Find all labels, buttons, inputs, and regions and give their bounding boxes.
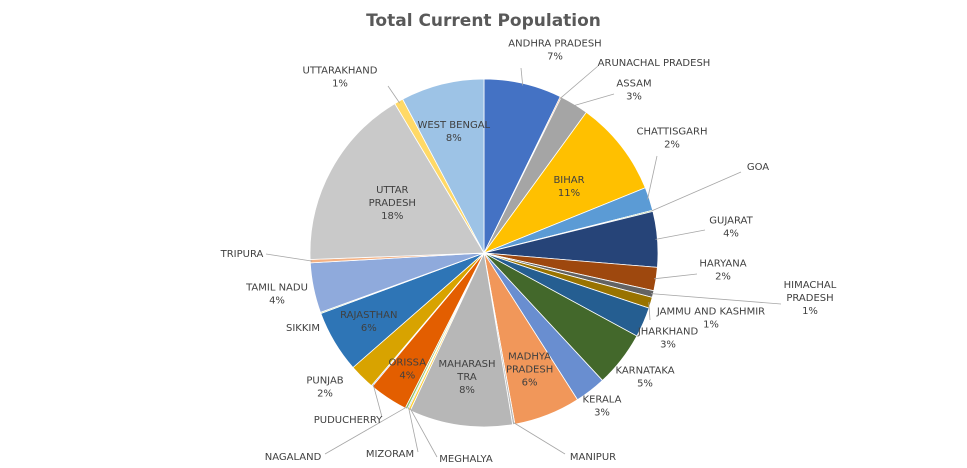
- leader-line-assam: [572, 93, 615, 107]
- slice-label-maharashtra: MAHARASH TRA 8%: [438, 359, 495, 396]
- slice-label-karnataka: KARNATAKA 5%: [615, 366, 674, 390]
- leader-line-haryana: [653, 273, 698, 280]
- slice-label-jammu-and-kashmir: JAMMU AND KASHMIR 1%: [656, 307, 765, 331]
- slice-label-gujarat: GUJARAT 4%: [709, 216, 753, 240]
- slice-label-chattisgarh: CHATTISGARH 2%: [637, 127, 708, 151]
- leader-lines: [265, 65, 782, 458]
- slice-label-jharkhand: JHARKHAND 3%: [637, 327, 699, 351]
- slice-label-tamil-nadu: TAMIL NADU 4%: [245, 283, 308, 307]
- slice-label-puducherry: PUDUCHERRY: [314, 415, 383, 426]
- slice-label-rajasthan: RAJASTHAN 6%: [340, 310, 397, 334]
- slice-label-goa: GOA: [747, 162, 769, 173]
- slice-label-arunachal-pradesh: ARUNACHAL PRADESH: [598, 58, 711, 69]
- slice-label-sikkim: SIKKIM: [286, 323, 320, 334]
- leader-line-himachal-pradesh: [651, 293, 782, 305]
- pie-slices: [309, 78, 659, 428]
- leader-line-mizoram: [408, 407, 419, 453]
- slice-label-andhra-pradesh: ANDHRA PRADESH 7%: [508, 39, 601, 63]
- slice-label-mizoram: MIZORAM: [366, 449, 414, 460]
- leader-line-puducherry: [372, 384, 383, 418]
- slice-label-kerala: KERALA 3%: [583, 395, 622, 419]
- slice-labels: ANDHRA PRADESH 7%ARUNACHAL PRADESH ASSAM 3%…: [220, 39, 837, 466]
- slice-label-himachal-pradesh: HIMACHAL PRADESH 1%: [784, 280, 837, 317]
- slice-label-tripura: TRIPURA: [220, 249, 264, 260]
- leader-line-uttarakhand: [387, 85, 401, 104]
- slice-label-punjab: PUNJAB 2%: [306, 376, 343, 400]
- slice-label-west-bengal: WEST BENGAL 8%: [417, 120, 490, 144]
- slice-bihar: [482, 111, 646, 254]
- slice-label-madhya-pradesh: MADHYA PRADESH 6%: [506, 352, 553, 389]
- slice-uttar-pradesh: [309, 103, 485, 260]
- leader-line-meghalya: [409, 408, 438, 458]
- slice-label-bihar: BIHAR 11%: [553, 175, 584, 199]
- slice-label-uttar-pradesh: UTTAR PRADESH 18%: [369, 185, 416, 222]
- slice-maharashtra: [409, 251, 514, 428]
- leader-line-chattisgarh: [647, 155, 658, 200]
- slice-label-uttarakhand: UTTARAKHAND 1%: [303, 66, 378, 90]
- slice-label-meghalya: MEGHALYA: [439, 454, 493, 465]
- slice-west-bengal: [402, 78, 485, 254]
- leader-line-goa: [650, 171, 742, 212]
- slice-label-orissa: ORISSA 4%: [389, 358, 427, 382]
- slice-label-manipur: MANIPUR: [570, 452, 616, 463]
- leader-line-arunachal-pradesh: [559, 65, 599, 100]
- leader-line-tripura: [265, 253, 313, 262]
- slice-label-nagaland: NAGALAND: [265, 452, 322, 463]
- chart-title: Total Current Population: [366, 11, 601, 31]
- leader-line-gujarat: [655, 229, 706, 240]
- leader-line-andhra-pradesh: [520, 67, 524, 86]
- slice-label-assam: ASSAM 3%: [616, 79, 651, 103]
- leader-line-manipur: [513, 422, 566, 455]
- leader-line-nagaland: [324, 406, 408, 455]
- leader-line-jammu-and-kashmir: [648, 302, 651, 321]
- slice-label-haryana: HARYANA 2%: [699, 259, 746, 283]
